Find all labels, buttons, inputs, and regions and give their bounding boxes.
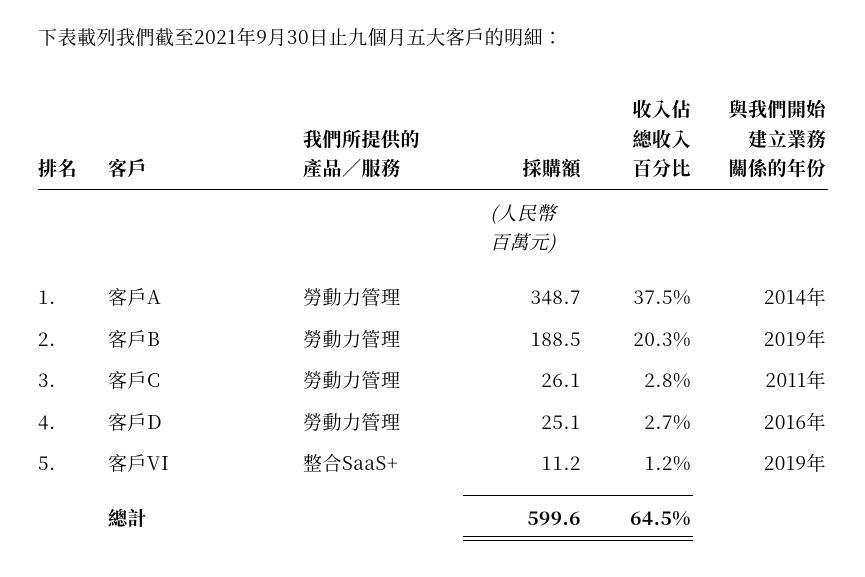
hdr-customer: 客戶 — [108, 94, 303, 189]
unit-l2: 百萬元) — [490, 228, 556, 255]
cell-customer: 客戶A — [108, 276, 303, 317]
cell-amount: 25.1 — [463, 401, 583, 442]
cell-rank: 4. — [38, 401, 108, 442]
cell-year: 2019年 — [693, 318, 828, 359]
cell-amount: 348.7 — [463, 276, 583, 317]
cell-product: 勞動力管理 — [303, 359, 463, 400]
hdr-year-l1: 與我們開始 — [728, 95, 826, 122]
cell-year: 2011年 — [693, 359, 828, 400]
cell-rank: 3. — [38, 359, 108, 400]
table-row: 5. 客戶VI 整合SaaS+ 11.2 1.2% 2019年 — [38, 442, 828, 483]
cell-product: 勞動力管理 — [303, 276, 463, 317]
total-row: 總計 599.6 64.5% — [38, 498, 828, 537]
hdr-year-l3: 關係的年份 — [728, 154, 826, 181]
cell-amount: 11.2 — [463, 442, 583, 483]
cell-year: 2019年 — [693, 442, 828, 483]
unit-l1: (人民幣 — [490, 199, 556, 226]
table-row: 4. 客戶D 勞動力管理 25.1 2.7% 2016年 — [38, 401, 828, 442]
hdr-year: 與我們開始 建立業務 關係的年份 — [693, 94, 828, 189]
hdr-product-l1: 我們所提供的 — [303, 125, 420, 152]
cell-year: 2016年 — [693, 401, 828, 442]
total-amount: 599.6 — [463, 498, 583, 537]
cell-product: 勞動力管理 — [303, 401, 463, 442]
cell-pct: 1.2% — [583, 442, 693, 483]
cell-pct: 2.7% — [583, 401, 693, 442]
table-row: 3. 客戶C 勞動力管理 26.1 2.8% 2011年 — [38, 359, 828, 400]
cell-product: 整合SaaS+ — [303, 442, 463, 483]
cell-pct: 37.5% — [583, 276, 693, 317]
hdr-amount: 採購額 — [463, 94, 583, 189]
hdr-pct-l3: 百分比 — [632, 154, 691, 181]
cell-customer: 客戶C — [108, 359, 303, 400]
cell-amount: 26.1 — [463, 359, 583, 400]
intro-text: 下表載列我們截至2021年9月30日止九個月五大客戶的明細： — [38, 20, 827, 54]
hdr-pct-l1: 收入佔 — [632, 95, 691, 122]
cell-pct: 2.8% — [583, 359, 693, 400]
customers-table: 排名 客戶 我們所提供的 產品／服務 採購額 收入佔 總收入 百分比 與我們開始… — [38, 94, 828, 536]
total-label: 總計 — [108, 498, 303, 537]
hdr-rank: 排名 — [38, 94, 108, 189]
hdr-product: 我們所提供的 產品／服務 — [303, 94, 463, 189]
hdr-year-l2: 建立業務 — [748, 125, 826, 152]
table-body: 1. 客戶A 勞動力管理 348.7 37.5% 2014年 2. 客戶B 勞動… — [38, 276, 828, 483]
cell-customer: 客戶B — [108, 318, 303, 359]
hdr-pct-l2: 總收入 — [632, 125, 691, 152]
cell-product: 勞動力管理 — [303, 318, 463, 359]
cell-rank: 2. — [38, 318, 108, 359]
hdr-product-l2: 產品／服務 — [303, 154, 401, 181]
cell-amount: 188.5 — [463, 318, 583, 359]
cell-year: 2014年 — [693, 276, 828, 317]
cell-customer: 客戶VI — [108, 442, 303, 483]
hdr-pct: 收入佔 總收入 百分比 — [583, 94, 693, 189]
table-row: 1. 客戶A 勞動力管理 348.7 37.5% 2014年 — [38, 276, 828, 317]
table-row: 2. 客戶B 勞動力管理 188.5 20.3% 2019年 — [38, 318, 828, 359]
cell-pct: 20.3% — [583, 318, 693, 359]
total-pct: 64.5% — [583, 498, 693, 537]
cell-rank: 5. — [38, 442, 108, 483]
cell-customer: 客戶D — [108, 401, 303, 442]
unit-label: (人民幣 百萬元) — [463, 189, 583, 262]
cell-rank: 1. — [38, 276, 108, 317]
